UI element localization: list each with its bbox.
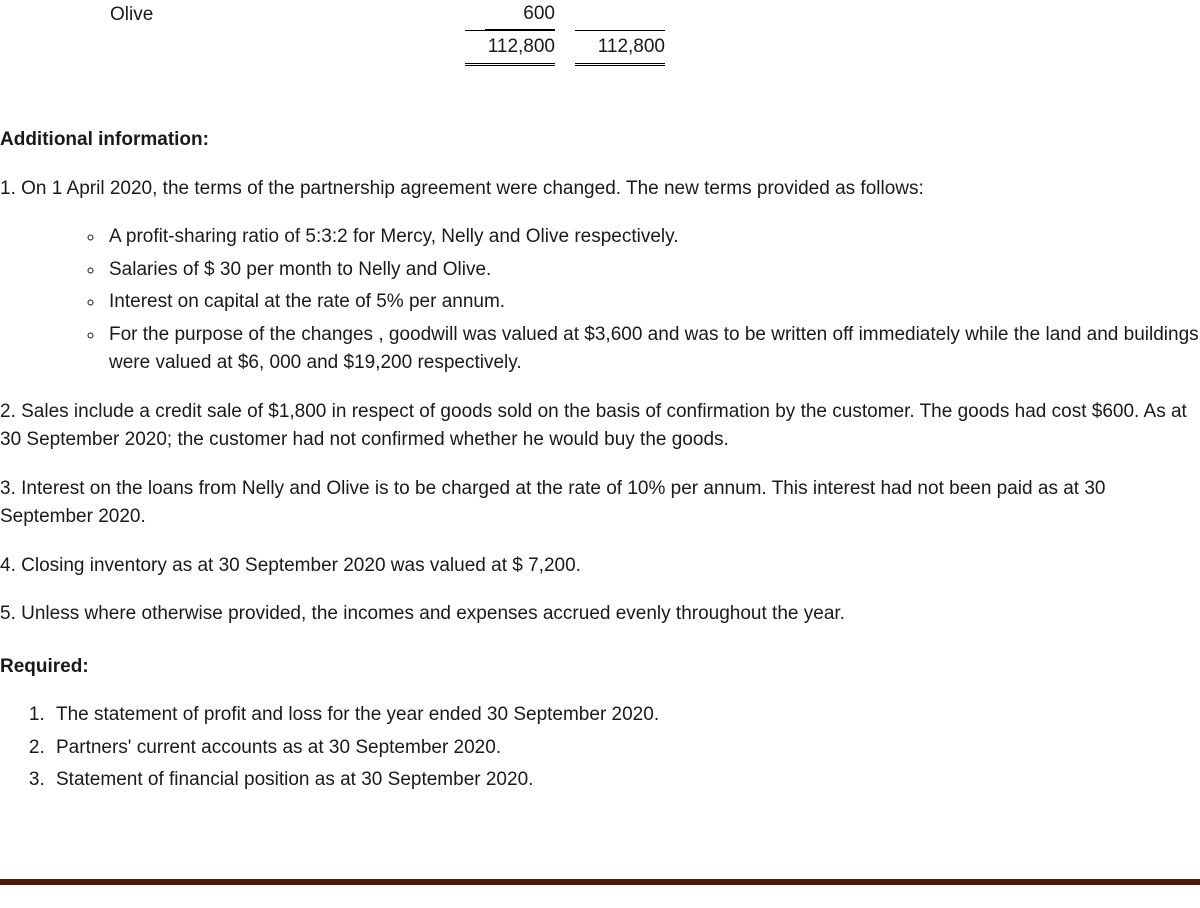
bullet-item: Salaries of $ 30 per month to Nelly and …: [105, 256, 1200, 285]
required-item: Statement of financial position as at 30…: [50, 766, 1200, 795]
para-1-intro: 1. On 1 April 2020, the terms of the par…: [0, 175, 1200, 204]
table-row: Olive 600: [110, 0, 1200, 30]
total-right-text: 112,800: [575, 30, 665, 67]
row-label: Olive: [110, 1, 455, 30]
total-left-text: 112,800: [465, 30, 555, 67]
table-total-row: 112,800 112,800: [110, 30, 1200, 67]
terms-bullet-list: A profit-sharing ratio of 5:3:2 for Merc…: [105, 223, 1200, 378]
bullet-item: For the purpose of the changes , goodwil…: [105, 321, 1200, 378]
row-value-text: 600: [485, 0, 555, 30]
bottom-border-bar: [0, 879, 1200, 885]
additional-info-heading: Additional information:: [0, 126, 1200, 155]
para-5: 5. Unless where otherwise provided, the …: [0, 600, 1200, 629]
required-item: Partners' current accounts as at 30 Sept…: [50, 734, 1200, 763]
total-right: 112,800: [565, 30, 675, 67]
para-3: 3. Interest on the loans from Nelly and …: [0, 475, 1200, 532]
balance-table: Olive 600 112,800 112,800: [110, 0, 1200, 66]
required-heading: Required:: [0, 653, 1200, 682]
required-list: The statement of profit and loss for the…: [50, 701, 1200, 795]
para-4: 4. Closing inventory as at 30 September …: [0, 552, 1200, 581]
required-item: The statement of profit and loss for the…: [50, 701, 1200, 730]
total-left: 112,800: [455, 30, 565, 67]
para-2: 2. Sales include a credit sale of $1,800…: [0, 398, 1200, 455]
bullet-item: Interest on capital at the rate of 5% pe…: [105, 288, 1200, 317]
row-value: 600: [455, 0, 565, 30]
bullet-item: A profit-sharing ratio of 5:3:2 for Merc…: [105, 223, 1200, 252]
